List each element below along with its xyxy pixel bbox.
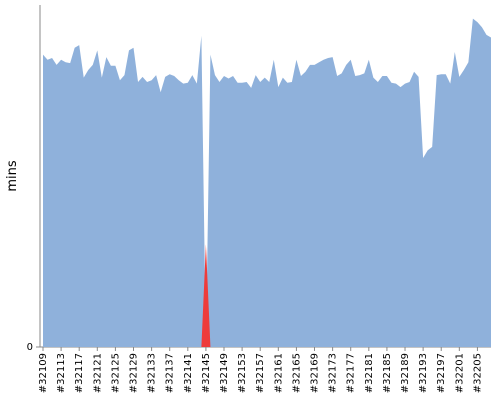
x-tick-label: #32161 (273, 353, 284, 393)
x-tick-label: #32173 (328, 353, 339, 393)
x-tick-label: #32125 (110, 353, 121, 393)
area (201, 244, 211, 347)
x-tick-label: #32113 (56, 353, 67, 393)
x-tick-label: #32205 (472, 353, 483, 393)
x-tick-label: #32185 (382, 353, 393, 393)
x-tick-label: #32121 (92, 353, 103, 393)
x-tick-label: #32145 (201, 353, 212, 393)
x-tick-label: #32189 (400, 353, 411, 393)
x-tick-label: #32153 (237, 353, 248, 393)
x-tick-label: #32129 (129, 353, 140, 393)
x-tick-label: #32157 (255, 353, 266, 393)
x-tick-label: #32137 (165, 353, 176, 393)
x-tick-label: #32169 (310, 353, 321, 393)
x-tick-label: #32193 (418, 353, 429, 393)
x-tick-label: #32109 (38, 353, 49, 393)
x-tick-label: #32117 (74, 353, 85, 393)
x-tick-label: #32149 (219, 353, 230, 393)
x-tick-label: #32165 (291, 353, 302, 393)
x-tick-label: #32197 (436, 353, 447, 393)
x-tick-label: #32181 (364, 353, 375, 393)
x-tick-label: #32201 (454, 353, 465, 393)
x-tick-label: #32177 (346, 353, 357, 393)
x-tick-label: #32133 (147, 353, 158, 393)
y-axis-label: mins (5, 160, 20, 192)
x-tick-label: #32141 (183, 353, 194, 393)
area (43, 18, 491, 348)
y-tick-label: 0 (27, 342, 33, 353)
